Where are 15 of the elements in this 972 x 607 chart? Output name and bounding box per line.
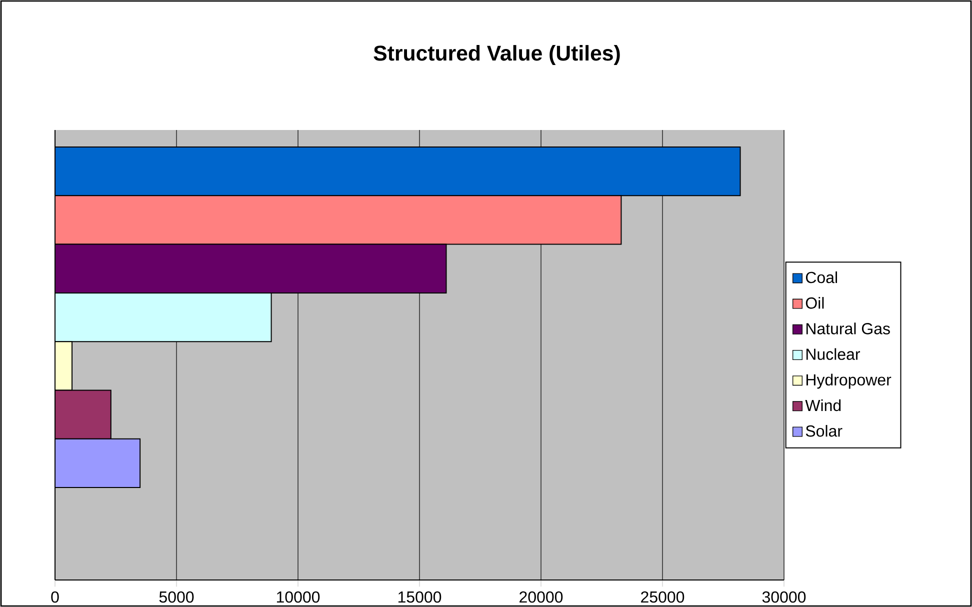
legend-label: Coal bbox=[806, 271, 837, 284]
x-tick-label: 30000 bbox=[762, 591, 806, 603]
legend-label: Oil bbox=[806, 297, 824, 309]
chart-title: Structured Value (Utiles) bbox=[374, 45, 620, 65]
legend-label: Nuclear bbox=[806, 348, 860, 360]
x-tick-label: 0 bbox=[51, 591, 59, 603]
x-tick-label: 15000 bbox=[398, 591, 442, 603]
x-tick-label: 10000 bbox=[276, 591, 320, 603]
legend-label: Solar bbox=[806, 424, 842, 437]
x-tick-label: 5000 bbox=[159, 591, 194, 603]
legend-label: Hydropower bbox=[806, 374, 892, 389]
x-tick-label: 25000 bbox=[641, 591, 684, 603]
x-tick-label: 20000 bbox=[520, 591, 563, 603]
legend-label: Natural Gas bbox=[806, 322, 890, 334]
legend-label: Wind bbox=[805, 399, 841, 412]
